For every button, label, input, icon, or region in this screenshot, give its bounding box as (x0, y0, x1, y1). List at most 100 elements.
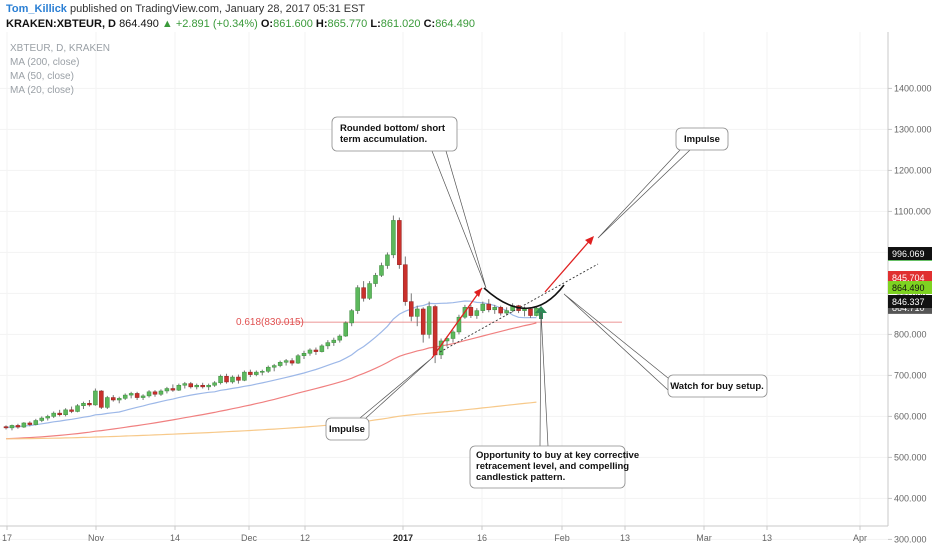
candle-body[interactable] (200, 384, 205, 388)
candle-body[interactable] (128, 393, 134, 396)
candle-body[interactable] (206, 384, 211, 388)
candle-body[interactable] (492, 307, 497, 311)
candle-body[interactable] (289, 360, 295, 364)
impulse-arrow-line[interactable] (431, 287, 483, 359)
candle-body[interactable] (325, 342, 331, 347)
price-tag-bg (888, 247, 932, 261)
candle-body[interactable] (313, 349, 319, 352)
candle-body[interactable] (283, 360, 289, 363)
candle-body[interactable] (39, 417, 45, 421)
candle-body[interactable] (349, 310, 354, 324)
candle-body[interactable] (218, 375, 223, 384)
price-axis[interactable]: 300.000 400.000 500.000 600.000 700.000 800.0… (888, 83, 932, 544)
candle-body[interactable] (51, 412, 56, 417)
candle-body[interactable] (414, 308, 420, 317)
candle-body[interactable] (260, 371, 265, 373)
candle-body[interactable] (236, 376, 241, 381)
candle-body[interactable] (194, 384, 199, 388)
candle-body[interactable] (468, 307, 474, 316)
candle-body[interactable] (528, 308, 533, 316)
candle-body[interactable] (152, 391, 158, 395)
candle-body[interactable] (81, 403, 86, 406)
candle-body[interactable] (15, 425, 21, 428)
candle-body[interactable] (403, 264, 408, 302)
candle-body[interactable] (248, 371, 253, 375)
candle-body[interactable] (57, 412, 62, 416)
candle-body[interactable] (397, 220, 402, 265)
candle-body[interactable] (361, 287, 366, 299)
candle-body[interactable] (27, 422, 33, 425)
candle-body[interactable] (426, 306, 432, 335)
candle-body[interactable] (474, 310, 480, 316)
candle-body[interactable] (33, 420, 39, 425)
candle-body[interactable] (188, 383, 194, 388)
candle-body[interactable] (182, 383, 188, 386)
candle-body[interactable] (134, 393, 140, 398)
callout-pointer (597, 149, 691, 239)
time-axis[interactable]: 17 Nov 14 Dec 12 2017 16 Feb 13 Mar 13 Apr (2, 526, 867, 543)
callout-watch[interactable]: Watch for buy setup. (563, 293, 768, 398)
callout-impulse_bottom[interactable]: Impulse (325, 357, 433, 441)
candle-body[interactable] (373, 275, 378, 284)
candle-body[interactable] (9, 425, 15, 429)
candle-body[interactable] (122, 394, 128, 399)
candle-body[interactable] (69, 409, 74, 412)
candle-body[interactable] (355, 287, 360, 311)
author-link[interactable]: Tom_Killick (6, 3, 67, 15)
candle-body[interactable] (319, 345, 325, 352)
candle-body[interactable] (93, 390, 98, 406)
projected-arrow-line[interactable] (544, 237, 593, 293)
candle-body[interactable] (140, 395, 146, 398)
candle-body[interactable] (277, 362, 283, 366)
candle-body[interactable] (367, 283, 372, 299)
candle-body[interactable] (254, 371, 259, 375)
candle-body[interactable] (265, 366, 271, 372)
candle-body[interactable] (379, 265, 384, 276)
candle-body[interactable] (498, 307, 503, 314)
candle-body[interactable] (337, 335, 343, 341)
candle-body[interactable] (146, 391, 152, 397)
candle-body[interactable] (432, 306, 438, 356)
candle-body[interactable] (486, 303, 492, 311)
y-tick-label: 500.000 (894, 452, 927, 462)
candle-body[interactable] (158, 390, 164, 395)
candle-body[interactable] (99, 390, 104, 408)
candle-body[interactable] (450, 331, 456, 339)
legend-ma50: MA (50, close) (10, 71, 74, 82)
candle-body[interactable] (301, 353, 307, 356)
candle-body[interactable] (420, 308, 426, 335)
candle-body[interactable] (176, 384, 182, 391)
candle-body[interactable] (480, 303, 486, 311)
callout-opportunity[interactable]: Opportunity to buy at key correctiveretr… (469, 311, 639, 489)
candle-body[interactable] (170, 388, 176, 391)
candle-body[interactable] (343, 322, 348, 337)
candle-body[interactable] (331, 339, 337, 343)
candle-body[interactable] (105, 397, 110, 408)
rounded-bottom-curve[interactable] (483, 284, 565, 310)
candle-body[interactable] (212, 382, 217, 386)
callout-impulse_top[interactable]: Impulse (597, 127, 729, 239)
price-chart[interactable]: 0.618(830.015) Rounded bottom/ shortterm… (0, 32, 932, 550)
candle-body[interactable] (504, 310, 509, 314)
candle-body[interactable] (164, 388, 170, 392)
candle-body[interactable] (409, 301, 414, 317)
candle-body[interactable] (522, 308, 527, 311)
candle-body[interactable] (63, 409, 68, 416)
candle-body[interactable] (116, 398, 122, 401)
candle-body[interactable] (87, 403, 92, 406)
candle-body[interactable] (307, 349, 313, 354)
candle-body[interactable] (45, 416, 50, 419)
candle-body[interactable] (391, 220, 396, 256)
candle-body[interactable] (456, 316, 462, 333)
candle-body[interactable] (111, 397, 116, 401)
candle-body[interactable] (385, 254, 390, 266)
candle-body[interactable] (230, 376, 235, 383)
candle-body[interactable] (295, 355, 301, 364)
candle-body[interactable] (75, 405, 80, 412)
candle-body[interactable] (271, 365, 277, 368)
candle-body[interactable] (242, 371, 247, 381)
candle-body[interactable] (224, 375, 229, 383)
candle-body[interactable] (21, 422, 27, 428)
candle-body[interactable] (3, 426, 9, 429)
